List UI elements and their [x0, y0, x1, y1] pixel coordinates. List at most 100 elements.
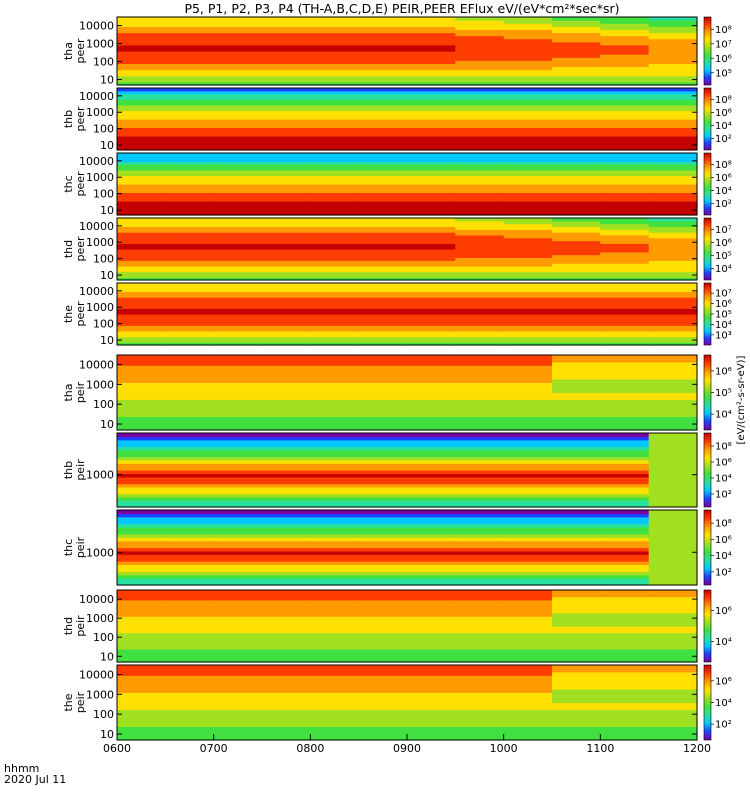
spectrogram-cell [552, 486, 601, 491]
spectrogram-cell [213, 178, 263, 182]
spectrogram-cell [165, 635, 215, 640]
spectrogram-cell [455, 413, 505, 417]
spectrogram-cell [358, 69, 408, 74]
spectrogram-cell [358, 51, 408, 55]
spectrogram-cell [455, 409, 505, 414]
spectrogram-cell [310, 596, 360, 601]
spectrogram-cell [358, 17, 408, 21]
spectrogram-cell [213, 702, 263, 707]
spectrogram-cell [117, 78, 166, 83]
spectrogram-cell [262, 274, 311, 278]
spectrogram-cell [503, 719, 553, 724]
spectrogram-cell [552, 246, 601, 250]
spectrogram-cell [455, 311, 505, 315]
spectrogram-cell [165, 339, 215, 343]
spectrogram-cell [310, 333, 360, 338]
spectrogram-cell [600, 668, 650, 673]
x-tick-label: 0900 [393, 742, 421, 755]
spectrogram-cell [600, 322, 650, 326]
spectrogram-cell [552, 456, 601, 461]
spectrogram-cell [503, 184, 553, 188]
spectrogram-cell [648, 668, 698, 673]
spectrogram-cell [117, 274, 166, 278]
spectrogram-cell [648, 212, 698, 216]
spectrogram-cell [165, 328, 215, 332]
spectrogram-cell [648, 234, 698, 239]
spectrogram-cell [455, 243, 505, 247]
spectrogram-cell [358, 104, 408, 109]
spectrogram-cell [503, 581, 553, 586]
spectrogram-cell [213, 127, 263, 131]
spectrogram-cell [117, 443, 166, 448]
spectrogram-cell [262, 516, 311, 521]
spectrogram-cell [600, 198, 650, 202]
spectrogram-cell [503, 333, 553, 338]
spectrogram-cell [455, 523, 505, 528]
spectrogram-cell [552, 268, 601, 273]
spectrogram-cell [262, 175, 311, 179]
spectrogram-cell [455, 606, 505, 611]
spectrogram-cell [600, 265, 650, 270]
spectrogram-cell [600, 736, 650, 741]
spectrogram-cell [503, 141, 553, 145]
spectrogram-cell [648, 456, 698, 461]
y-tick-label: 100 [93, 253, 114, 266]
spectrogram-cell [648, 606, 698, 611]
spectrogram-cell [455, 375, 505, 380]
panel-label-probe: the [62, 693, 75, 711]
spectrogram-cell [165, 119, 215, 123]
spectrogram-cell [213, 283, 263, 287]
spectrogram-cell [213, 291, 263, 295]
spectrogram-cell [165, 311, 215, 315]
spectrogram-cell [552, 195, 601, 199]
spectrogram-cell [648, 206, 698, 210]
spectrogram-cell [117, 192, 166, 196]
spectrogram-cell [407, 503, 456, 508]
spectrogram-cell [165, 385, 215, 390]
spectrogram-cell [213, 530, 263, 535]
spectrogram-cell [503, 723, 553, 727]
spectrogram-cell [262, 209, 311, 213]
spectrogram-cell [552, 372, 601, 376]
spectrogram-cell [600, 547, 650, 552]
spectrogram-cell [165, 26, 215, 30]
panel-frame [116, 87, 698, 151]
spectrogram-cell [262, 41, 311, 46]
spectrogram-cell [117, 167, 166, 171]
spectrogram-cell [165, 246, 215, 250]
spectrogram-cell [648, 736, 698, 741]
spectrogram-cell [165, 709, 215, 714]
panel-label-probe: the [62, 305, 75, 323]
spectrogram-cell [600, 189, 650, 193]
spectrogram-cell [455, 44, 505, 49]
spectrogram-cell [455, 449, 505, 454]
spectrogram-cell [262, 550, 311, 555]
spectrogram-cell [600, 493, 650, 498]
spectrogram-cell [117, 439, 166, 444]
spectrogram-cell [117, 557, 166, 562]
spectrogram-cell [648, 389, 698, 394]
spectrogram-cell [407, 20, 456, 24]
spectrogram-cell [455, 153, 505, 157]
spectrogram-cell [358, 102, 408, 106]
spectrogram-cell [455, 314, 505, 318]
spectrogram-cell [503, 305, 553, 309]
spectrogram-cell [358, 260, 408, 264]
spectrogram-cell [310, 709, 360, 714]
spectrogram-cell [455, 308, 505, 312]
spectrogram-cell [552, 330, 601, 335]
spectrogram-cell [358, 232, 408, 236]
spectrogram-cell [455, 158, 505, 162]
spectrogram-cell [600, 246, 650, 250]
spectrogram-cell [310, 574, 360, 579]
spectrogram-cell [600, 302, 650, 307]
spectrogram-cell [165, 392, 215, 397]
spectrogram-cell [600, 593, 650, 598]
spectrogram-cell [262, 639, 311, 643]
spectrogram-cell [407, 47, 456, 52]
panel-label-probe: thb [62, 461, 75, 479]
spectrogram-cell [358, 456, 408, 461]
spectrogram-cell [455, 297, 505, 301]
spectrogram-cell [117, 288, 166, 292]
spectrogram-cell [455, 392, 505, 397]
